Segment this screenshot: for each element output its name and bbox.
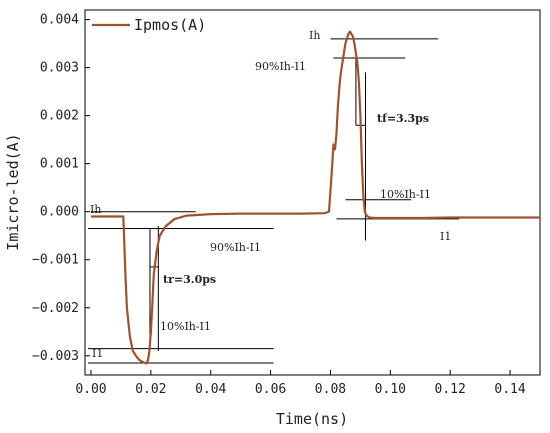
annotation-right-ih: Ih: [309, 29, 320, 42]
y-tick-label: 0.003: [40, 61, 79, 76]
reference-lines: [87, 38, 460, 364]
y-axis-title: Imicro-led(A): [4, 133, 22, 250]
x-tick-label: 0.06: [255, 382, 286, 397]
annotation-right-tf: tf=3.3ps: [377, 112, 429, 125]
annotation-left-tr: tr=3.0ps: [163, 273, 216, 286]
y-tick-label: 0.000: [40, 205, 79, 220]
x-tick-label: 0.00: [75, 382, 106, 397]
annotation-right-90: 90%Ih-I1: [255, 60, 306, 73]
y-tick-label: −0.003: [32, 349, 79, 364]
legend: Ipmos(A): [92, 16, 206, 34]
annotation-right-10: 10%Ih-I1: [380, 188, 431, 201]
x-axis-title: Time(ns): [276, 410, 348, 428]
annotation-left-ih: Ih: [90, 203, 101, 216]
y-tick-label: 0.001: [40, 157, 79, 172]
x-axis-ticks: 0.00 0.02 0.04 0.06 0.08 0.10 0.12 0.14: [75, 370, 526, 397]
y-tick-label: 0.002: [40, 109, 79, 124]
y-tick-label: −0.001: [32, 253, 79, 268]
x-tick-label: 0.04: [195, 382, 226, 397]
annotation-left-il: I1: [92, 347, 103, 360]
legend-label-ipmos: Ipmos(A): [134, 16, 206, 34]
annotation-left-10: 10%Ih-I1: [160, 320, 211, 333]
annotation-right-il: I1: [440, 230, 451, 243]
plot-frame: [84, 9, 541, 376]
x-tick-label: 0.08: [315, 382, 346, 397]
y-tick-label: −0.002: [32, 301, 79, 316]
y-tick-label: 0.004: [40, 13, 79, 28]
x-tick-label: 0.14: [494, 382, 525, 397]
x-tick-label: 0.10: [375, 382, 406, 397]
y-axis-ticks: −0.003 −0.002 −0.001 0.000 0.001 0.002 0.003 0.…: [32, 13, 90, 364]
series-line-ipmos: [91, 30, 540, 365]
x-tick-label: 0.12: [435, 382, 466, 397]
x-tick-label: 0.02: [135, 382, 166, 397]
annotation-left-90: 90%Ih-I1: [210, 241, 261, 254]
